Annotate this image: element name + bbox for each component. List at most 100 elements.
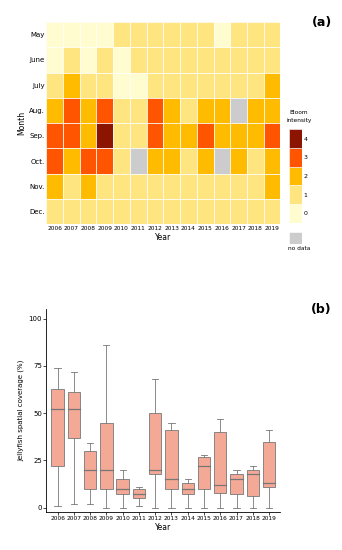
Bar [147,98,163,123]
Bar [165,430,177,489]
Bar [147,199,163,224]
Bar [63,47,80,73]
Bar [180,174,197,199]
Text: (a): (a) [312,16,332,29]
Bar [96,174,113,199]
Bar [264,47,280,73]
Bar [198,456,210,489]
Bar [113,73,130,98]
Bar [96,73,113,98]
Bar [147,148,163,174]
Bar [63,174,80,199]
Bar [80,22,96,47]
Bar [80,47,96,73]
Bar [130,47,147,73]
Bar [113,148,130,174]
Bar [84,451,96,489]
Bar [247,470,259,497]
Bar [289,167,302,185]
Bar [264,123,280,148]
Bar [180,123,197,148]
Bar [80,148,96,174]
Bar [147,123,163,148]
Bar [130,22,147,47]
Bar [147,174,163,199]
Bar [197,199,213,224]
Bar [96,22,113,47]
Bar [46,47,63,73]
Bar [163,22,180,47]
Bar [247,98,264,123]
Bar [264,174,280,199]
Bar [289,185,302,204]
Bar [230,123,247,148]
Bar [214,432,226,493]
Bar [230,22,247,47]
Bar [147,73,163,98]
Bar [289,129,302,148]
Bar [113,47,130,73]
Bar [264,148,280,174]
Bar [197,98,213,123]
Bar [130,73,147,98]
Bar [113,22,130,47]
Bar [247,148,264,174]
Bar [147,22,163,47]
Bar [213,73,230,98]
Bar [180,148,197,174]
Text: intensity: intensity [286,118,312,123]
Bar [230,199,247,224]
Bar [180,22,197,47]
Bar [213,148,230,174]
Bar [80,199,96,224]
Bar [247,174,264,199]
Bar [289,148,302,167]
Bar [263,442,275,487]
Bar [163,148,180,174]
Text: Bloom: Bloom [290,111,308,116]
Bar [197,123,213,148]
Bar [163,174,180,199]
Bar [163,199,180,224]
Bar [96,47,113,73]
Bar [213,22,230,47]
Bar [264,73,280,98]
Bar [197,148,213,174]
Bar [113,199,130,224]
Bar [46,148,63,174]
Bar [96,98,113,123]
Bar [46,22,63,47]
Y-axis label: Jellyfish spatial coverage (%): Jellyfish spatial coverage (%) [18,360,24,461]
Bar [230,474,243,494]
Bar [63,73,80,98]
Bar [96,199,113,224]
Bar [130,199,147,224]
Bar [51,389,64,466]
Bar [213,199,230,224]
Bar [113,123,130,148]
Bar [197,47,213,73]
Bar [197,22,213,47]
Bar [130,123,147,148]
Bar [68,392,80,438]
Bar [63,98,80,123]
Bar [247,22,264,47]
Bar [113,98,130,123]
Bar [163,98,180,123]
Bar [46,199,63,224]
Bar [130,174,147,199]
Bar [180,199,197,224]
Bar [264,98,280,123]
Bar [63,123,80,148]
Bar [96,148,113,174]
Bar [247,73,264,98]
Bar [80,73,96,98]
Bar [264,22,280,47]
Bar [230,98,247,123]
Bar [247,47,264,73]
Bar [230,73,247,98]
Text: (b): (b) [311,303,332,316]
Bar [80,98,96,123]
Bar [113,174,130,199]
Bar [247,199,264,224]
